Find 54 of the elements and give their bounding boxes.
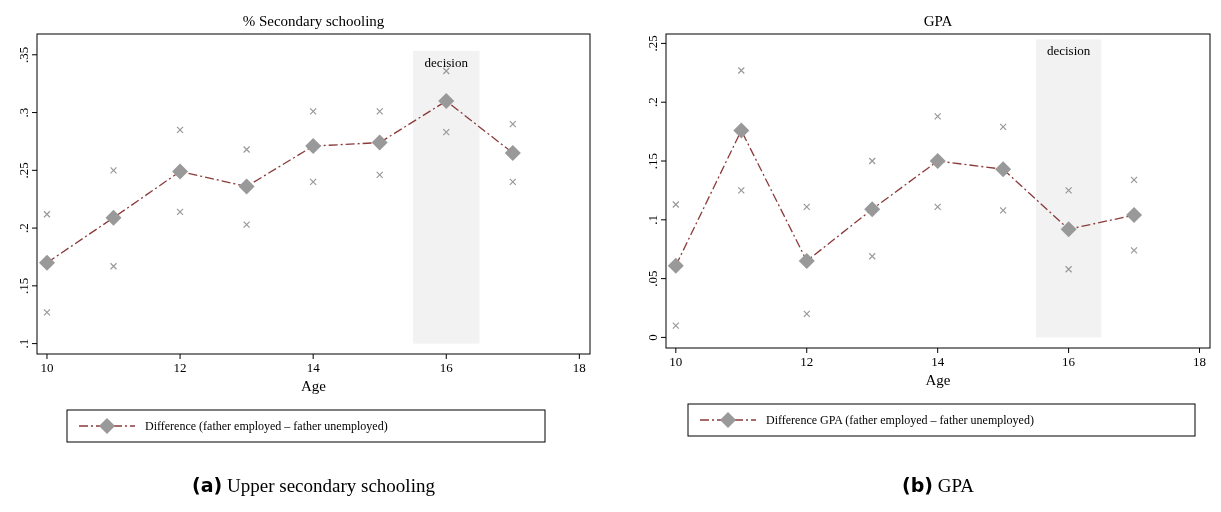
x-axis-title: Age (301, 378, 327, 394)
y-tick-label: .1 (645, 214, 660, 225)
text: (a) Upper secondary schooling (192, 474, 436, 496)
y-tick-label: 0 (645, 334, 660, 341)
x-tick-label: 16 (1062, 354, 1076, 369)
y-tick-label: .1 (16, 338, 31, 349)
chart-title: GPA (923, 13, 953, 29)
point (109, 166, 118, 174)
band-label: decision (1046, 43, 1091, 59)
y-tick-label: .25 (645, 35, 660, 52)
point (43, 308, 51, 317)
y-tick-label: .25 (16, 162, 31, 179)
point (376, 107, 384, 115)
point (672, 322, 680, 330)
x-tick-label: 14 (306, 360, 321, 375)
point (309, 107, 317, 115)
point (1130, 176, 1138, 184)
point (868, 157, 876, 165)
point (803, 203, 811, 211)
point (672, 200, 680, 209)
x-tick-label: 14 (931, 354, 945, 369)
point (509, 120, 517, 128)
text: (b) GPA (902, 474, 975, 496)
point (442, 67, 450, 75)
x-tick-label: 16 (439, 360, 454, 375)
x-tick-label: 12 (800, 354, 814, 369)
x-axis-title: Age (925, 372, 951, 388)
legend-label: Difference GPA (father employed – father unemployed) (766, 413, 1034, 427)
point (737, 66, 745, 75)
y-tick-label: .2 (645, 97, 660, 108)
point (803, 310, 811, 318)
point (1130, 246, 1138, 254)
point (737, 186, 745, 195)
x-tick-label: 12 (173, 360, 187, 375)
point (43, 210, 51, 218)
y-tick-label: .2 (16, 223, 31, 233)
x-tick-label: 10 (40, 360, 54, 375)
point (1065, 265, 1073, 273)
point (934, 203, 942, 211)
y-tick-label: .05 (645, 270, 660, 287)
y-tick-label: .15 (16, 277, 31, 294)
legend-label: Difference (father employed – father unemployed) (145, 419, 388, 433)
point (243, 145, 251, 154)
x-tick-label: 18 (1193, 354, 1207, 369)
point (999, 206, 1007, 214)
y-tick-label: .3 (16, 107, 31, 118)
y-tick-label: .35 (16, 46, 31, 63)
chart-title: % Secondary schooling (242, 13, 385, 29)
y-tick-label: .15 (645, 152, 660, 170)
x-tick-label: 18 (572, 360, 586, 375)
band-label: decision (424, 54, 469, 70)
point (376, 171, 384, 179)
point (109, 262, 118, 270)
x-tick-label: 10 (669, 354, 683, 369)
